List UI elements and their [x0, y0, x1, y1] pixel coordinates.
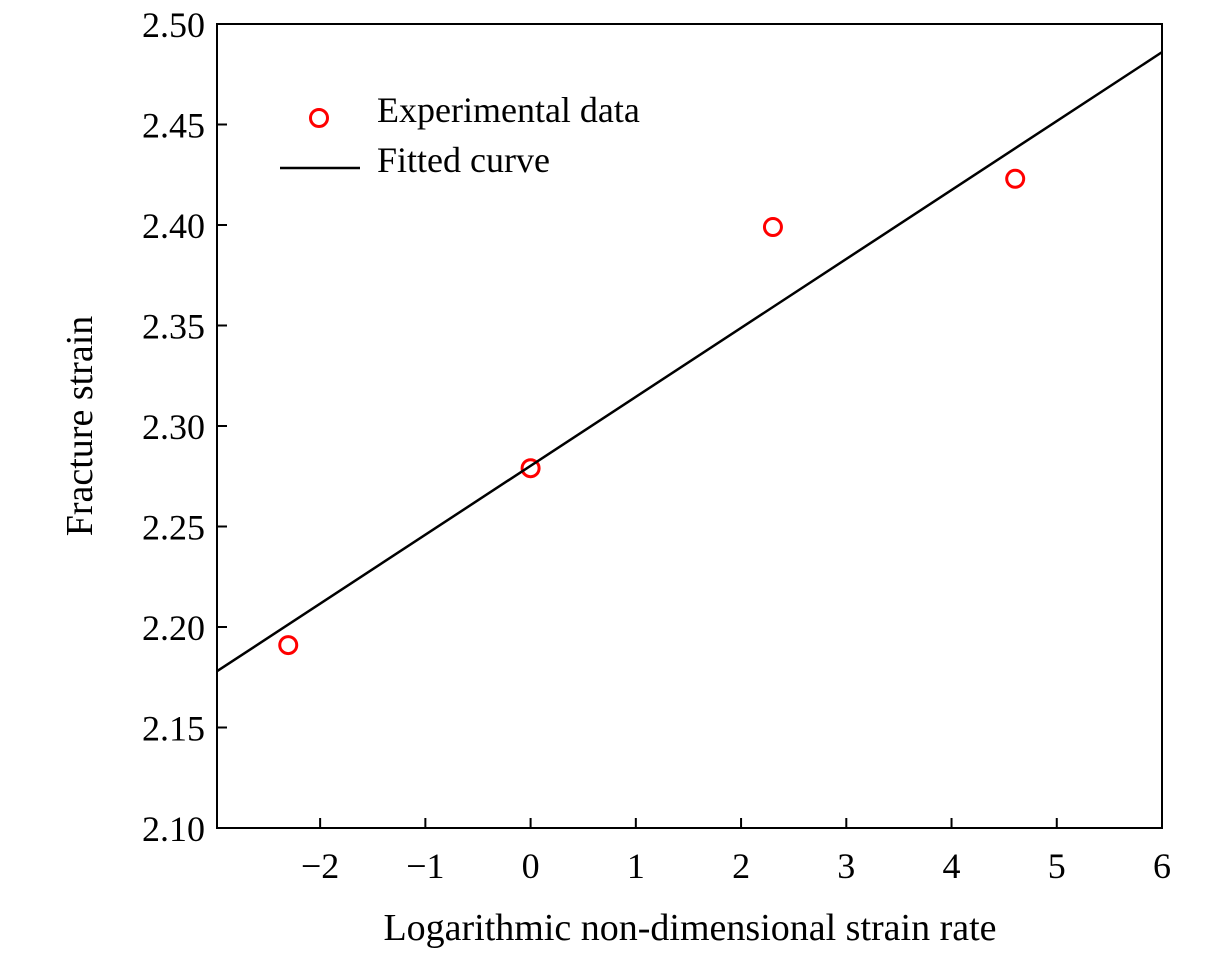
- fitted-curve-line: [216, 51, 1163, 673]
- x-tick-label: 1: [627, 846, 645, 886]
- series-layer: [216, 51, 1163, 673]
- experimental-data-point: [278, 635, 299, 656]
- y-tick-label: 2.10: [142, 809, 205, 849]
- legend-marker-swatch: [309, 108, 329, 128]
- x-tick-label: −2: [301, 846, 339, 886]
- experimental-data-point: [1005, 168, 1026, 189]
- y-tick-label: 2.25: [142, 508, 205, 548]
- y-tick-label: 2.20: [142, 608, 205, 648]
- legend: Experimental data Fitted curve: [280, 90, 640, 180]
- x-tick-label: 2: [732, 846, 750, 886]
- y-tick-label: 2.45: [142, 106, 205, 146]
- x-tick-label: 3: [837, 846, 855, 886]
- x-axis-title: Logarithmic non-dimensional strain rate: [383, 907, 996, 949]
- ticks-layer: −2 −1 0 1 2 3 4 5 6 2.10 2.15 2.20 2.25 2.30 2.35 2.40 2…: [142, 5, 1171, 886]
- y-tick-label: 2.40: [142, 206, 205, 246]
- x-tick-label: 0: [522, 846, 540, 886]
- y-axis-title: Fracture strain: [59, 316, 101, 537]
- y-tick-label: 2.30: [142, 407, 205, 447]
- y-tick-label: 2.15: [142, 709, 205, 749]
- y-tick-label: 2.50: [142, 5, 205, 45]
- experimental-data-point: [762, 217, 783, 238]
- x-tick-label: 4: [943, 846, 961, 886]
- legend-label: Experimental data: [377, 90, 640, 130]
- y-tick-label: 2.35: [142, 307, 205, 347]
- x-tick-label: −1: [406, 846, 444, 886]
- legend-label: Fitted curve: [377, 140, 550, 180]
- x-tick-label: 6: [1153, 846, 1171, 886]
- experimental-data-point: [520, 458, 541, 479]
- x-tick-label: 5: [1048, 846, 1066, 886]
